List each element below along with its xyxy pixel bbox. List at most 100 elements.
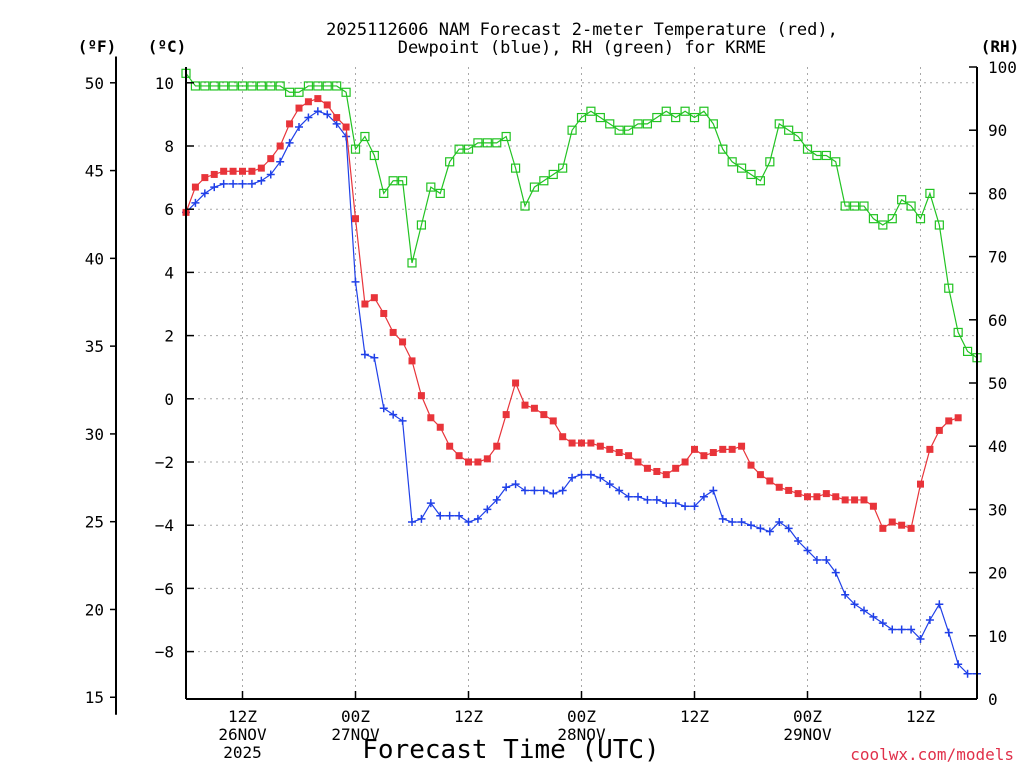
rh-marker [350,144,361,154]
series-dewpoint [182,107,981,678]
dewpoint-marker [794,537,803,545]
rh-marker [906,201,916,211]
chart-title-line1: 2025112606 NAM Forecast 2-meter Temperat… [326,20,838,40]
rh-marker [746,169,756,180]
rh-tick-label: 10 [988,627,1007,646]
temperature-marker [634,458,642,466]
dewpoint-marker [426,499,435,508]
temperature-marker [465,458,472,466]
dewpoint-marker [370,353,379,362]
dewpoint-marker [539,486,548,495]
dewpoint-marker [511,480,520,489]
rh-marker [341,87,351,97]
temperature-marker [286,120,294,128]
rh-marker [878,220,888,230]
temperature-marker [502,411,510,419]
x-tick-label: 12Z [906,707,935,726]
rh-marker [812,150,822,161]
rh-marker [501,131,511,142]
dewpoint-marker [257,176,266,185]
dewpoint-marker [615,486,624,495]
rh-marker [360,131,370,142]
x-tick-label: 00Z [341,707,370,726]
dewpoint-marker [822,555,831,564]
fahrenheit-tick-label: 40 [85,249,104,268]
temperature-marker [559,433,567,441]
temperature-marker [191,183,199,191]
dewpoint-marker [925,616,934,624]
dewpoint-marker [944,628,953,637]
x-tick-label: 00Z [793,707,822,726]
rh-marker [849,201,860,211]
dewpoint-marker [737,518,746,527]
fahrenheit-tick-label: 35 [85,337,104,356]
temperature-marker [926,445,934,453]
temperature-marker [822,490,830,498]
x-tick-label: 2025 [223,743,262,762]
dewpoint-marker [473,514,482,523]
temperature-marker [210,170,218,178]
rh-axis-unit: (RH) [981,37,1020,56]
rh-tick-label: 40 [988,437,1007,456]
rh-marker [765,157,775,167]
dewpoint-marker [624,492,633,501]
dewpoint-marker [351,277,360,286]
celsius-tick-label: 8 [164,137,174,156]
rh-marker [407,258,417,268]
temperature-marker [738,442,746,450]
rh-marker [868,214,879,224]
temperature-marker [578,439,585,447]
temperature-marker [879,524,887,532]
dewpoint-marker [247,179,256,188]
dewpoint-marker [841,590,850,599]
rh-marker [266,81,276,91]
temperature-marker [606,445,614,453]
rh-marker [284,87,295,97]
rh-marker [228,81,238,91]
rh-marker [897,195,907,205]
dewpoint-marker [954,660,963,669]
fahrenheit-tick-label: 20 [85,600,104,619]
temperature-marker [898,521,906,529]
temperature-marker [295,104,303,112]
dewpoint-marker [266,170,275,179]
rh-tick-label: 80 [988,184,1007,203]
dewpoint-marker [313,107,322,116]
dewpoint-marker [389,410,398,419]
dewpoint-marker [907,625,916,634]
temperature-marker [794,490,802,498]
temperature-marker [691,445,698,453]
rh-marker [962,346,973,356]
rh-marker [953,327,963,338]
dewpoint-marker [765,527,774,536]
dewpoint-marker [408,518,416,527]
temperature-marker [521,401,529,409]
fahrenheit-tick-label: 30 [85,425,104,444]
dewpoint-marker [728,518,737,527]
temperature-marker [756,471,764,479]
temperature-marker [587,439,595,447]
rh-marker [313,81,323,91]
temperature-marker [493,442,501,450]
temperature-marker [804,493,811,501]
temperature-marker [408,357,416,365]
temperature-marker [615,449,623,457]
dewpoint-marker [812,555,821,564]
rh-tick-label: 50 [988,374,1007,393]
dewpoint-marker [295,123,303,132]
temperature-marker [446,442,454,450]
temperature-marker [267,155,275,163]
rh-marker [925,188,935,198]
rh-marker [190,81,201,91]
series-temperature [182,95,962,532]
rh-marker [539,176,549,186]
temperature-marker [229,167,237,175]
dewpoint-marker [332,119,341,128]
dewpoint-marker [276,157,285,166]
rh-marker [454,144,464,154]
fahrenheit-axis-unit: (ºF) [78,37,117,56]
temperature-marker [361,300,369,308]
rh-marker [558,163,568,173]
rh-marker [463,144,474,154]
celsius-tick-label: −2 [155,453,174,472]
